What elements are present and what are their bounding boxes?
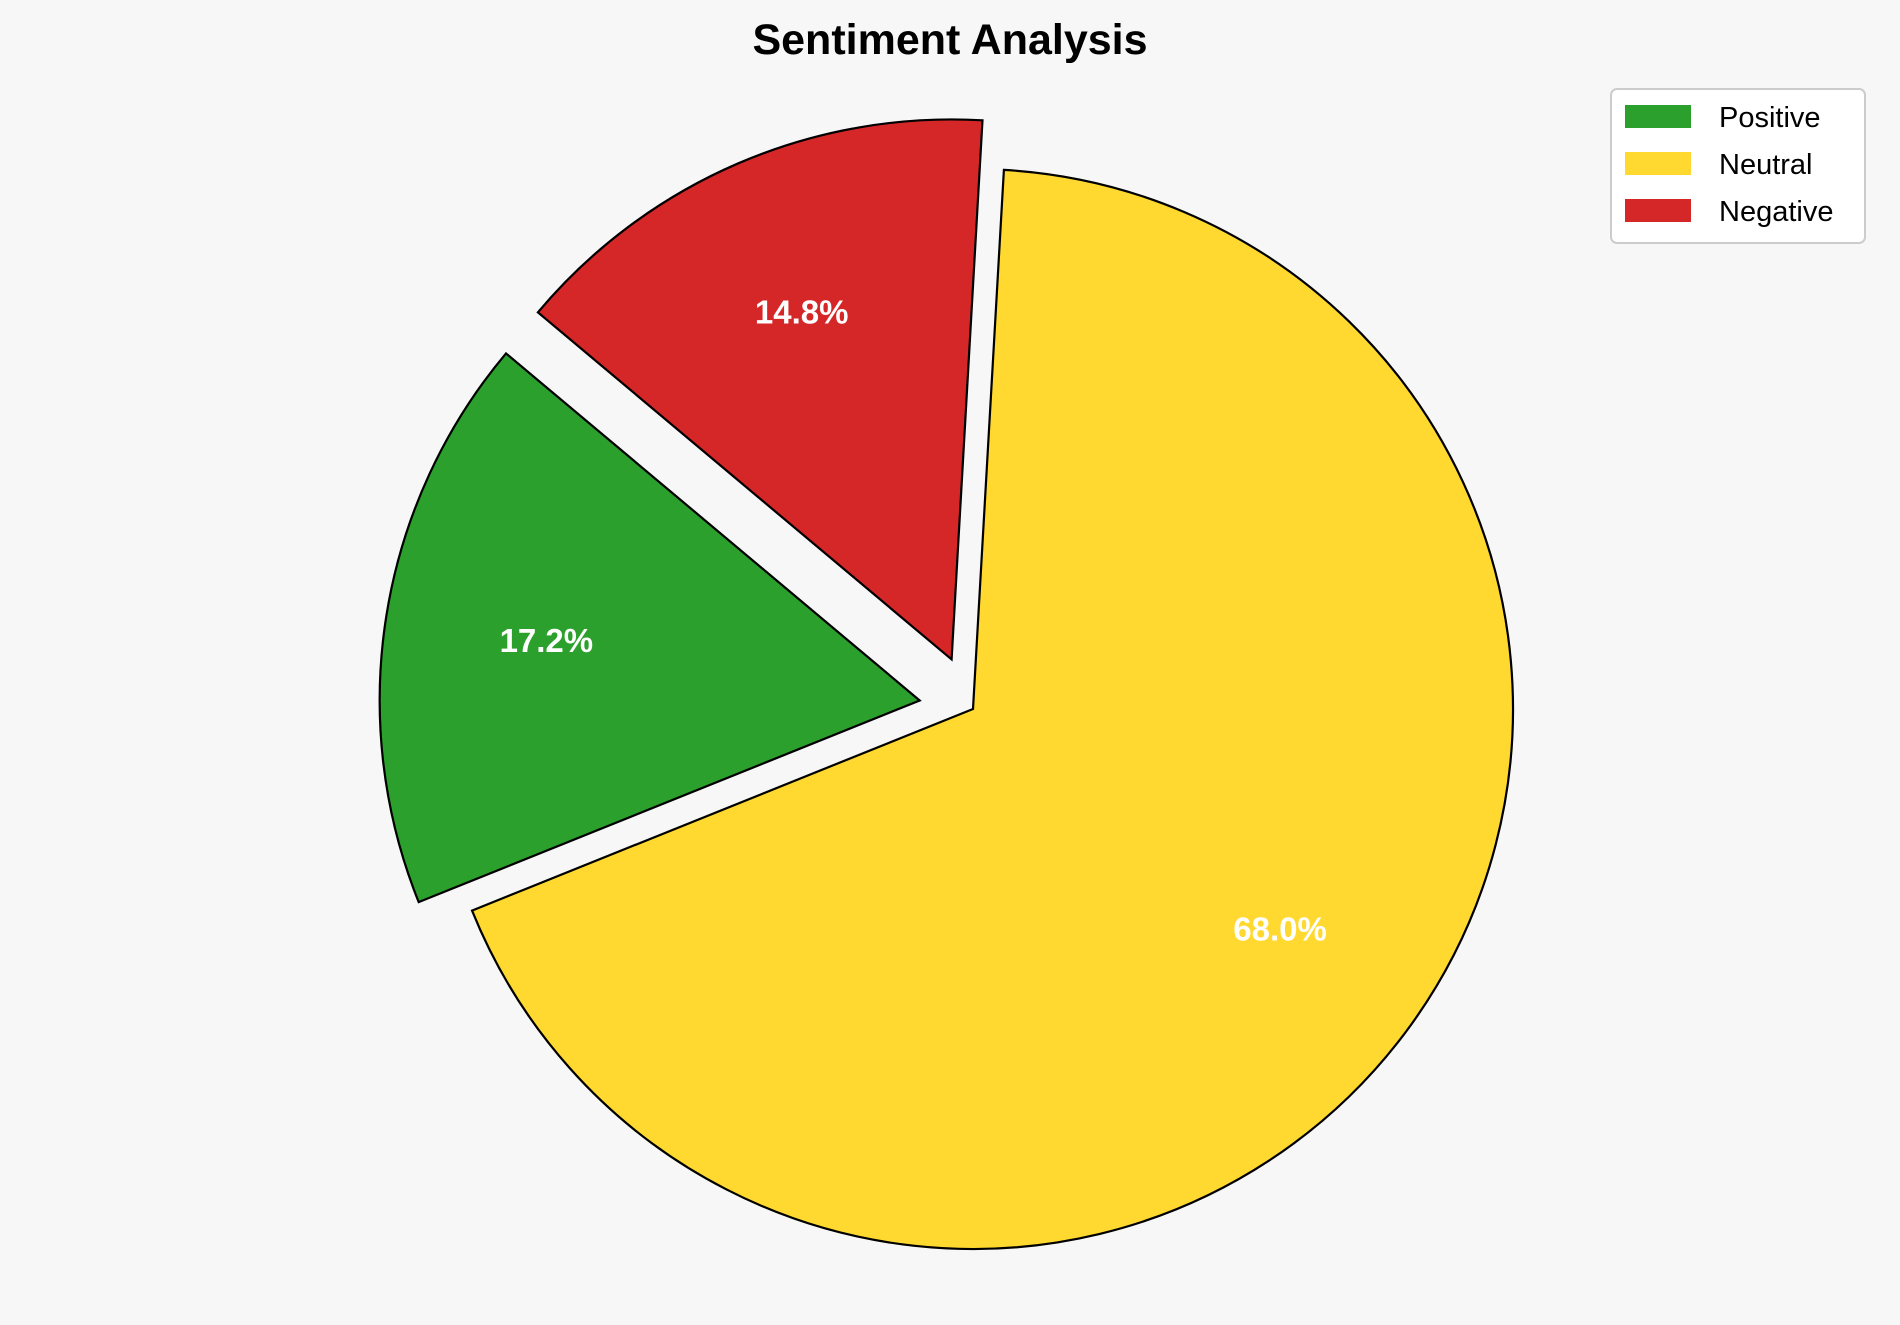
legend-swatch-negative xyxy=(1625,199,1691,222)
legend-label-neutral: Neutral xyxy=(1719,149,1813,181)
pie-slice-negative xyxy=(536,118,984,662)
chart-title: Sentiment Analysis xyxy=(752,16,1147,64)
legend-label-negative: Negative xyxy=(1719,196,1833,228)
pie-label-negative: 14.8% xyxy=(755,293,849,330)
legend-swatch-neutral xyxy=(1625,152,1691,175)
pie-label-positive: 17.2% xyxy=(500,622,594,659)
legend-label-positive: Positive xyxy=(1719,102,1821,134)
pie-label-neutral: 68.0% xyxy=(1233,910,1327,947)
pie-slice-neutral xyxy=(470,168,1515,1251)
legend: Positive Neutral Negative xyxy=(1610,88,1866,244)
pie-slices xyxy=(378,118,1515,1251)
pie-slice-positive xyxy=(378,351,922,904)
pie-labels: 17.2% 68.0% 14.8% xyxy=(500,293,1327,947)
legend-swatch-positive xyxy=(1625,105,1691,128)
